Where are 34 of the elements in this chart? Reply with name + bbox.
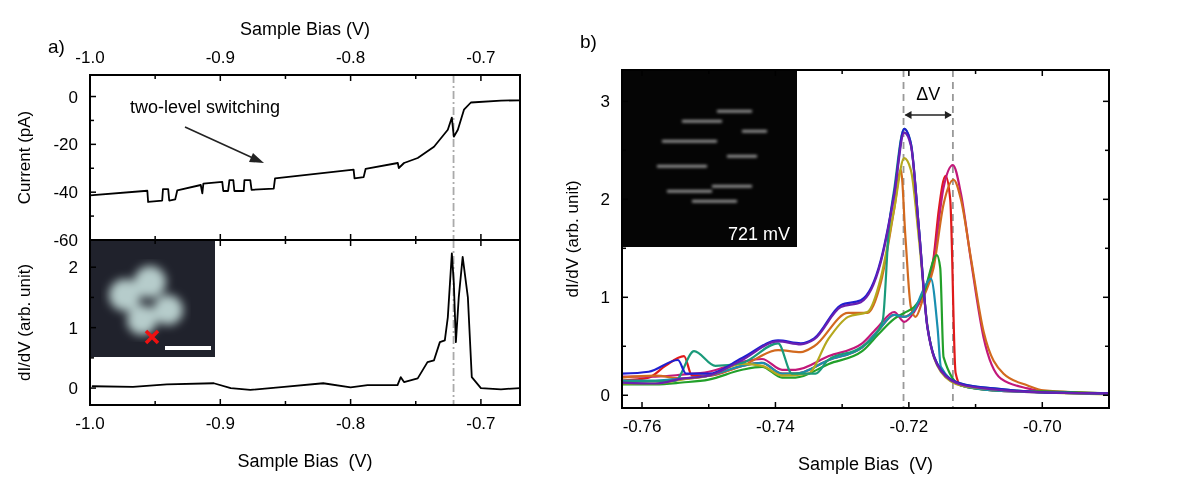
y-tick-label: -20 (53, 135, 78, 155)
y-tick-label: 1 (600, 288, 610, 308)
x-tick-label: -0.72 (889, 417, 929, 436)
y-tick-label: -60 (53, 231, 78, 250)
x-tick-label: -1.0 (75, 414, 105, 433)
chart-title: b) (580, 31, 597, 52)
x-tick-label: -1.0 (75, 48, 105, 67)
x-tick-label: -0.9 (205, 414, 235, 433)
y-tick-label: 2 (68, 258, 78, 278)
x-axis-title: Sample Bias (V) (239, 19, 371, 39)
x-tick-label: -0.74 (756, 417, 795, 436)
x-tick-label: -0.76 (622, 417, 662, 436)
annotation: ΔV (916, 84, 941, 104)
x-tick-label: -0.9 (205, 48, 235, 67)
annotation: 721 mV (727, 224, 790, 244)
y-axis-title: Current (pA) (15, 110, 34, 205)
x-tick-label: -0.70 (1022, 417, 1062, 436)
y-tick-label: 3 (600, 92, 610, 112)
y-tick-label: 0 (68, 379, 78, 399)
x-axis-title: Sample Bias (V) (797, 454, 934, 474)
y-tick-label: 1 (68, 318, 78, 338)
chart-title: a) (48, 36, 65, 57)
x-tick-label: -0.7 (466, 48, 496, 67)
y-axis-title: dI/dV (arb. unit) (15, 263, 34, 382)
x-axis-title: Sample Bias (V) (237, 451, 373, 471)
x-tick-label: -0.8 (335, 414, 366, 433)
y-tick-label: 2 (600, 190, 610, 210)
y-axis-title: dI/dV (arb. unit) (563, 180, 582, 298)
x-tick-label: -0.8 (335, 48, 366, 67)
y-tick-label: -40 (53, 183, 78, 203)
y-tick-label: 0 (68, 87, 78, 107)
y-tick-label: 0 (600, 386, 610, 406)
x-tick-label: -0.7 (466, 414, 496, 433)
annotation: two-level switching (130, 97, 281, 117)
